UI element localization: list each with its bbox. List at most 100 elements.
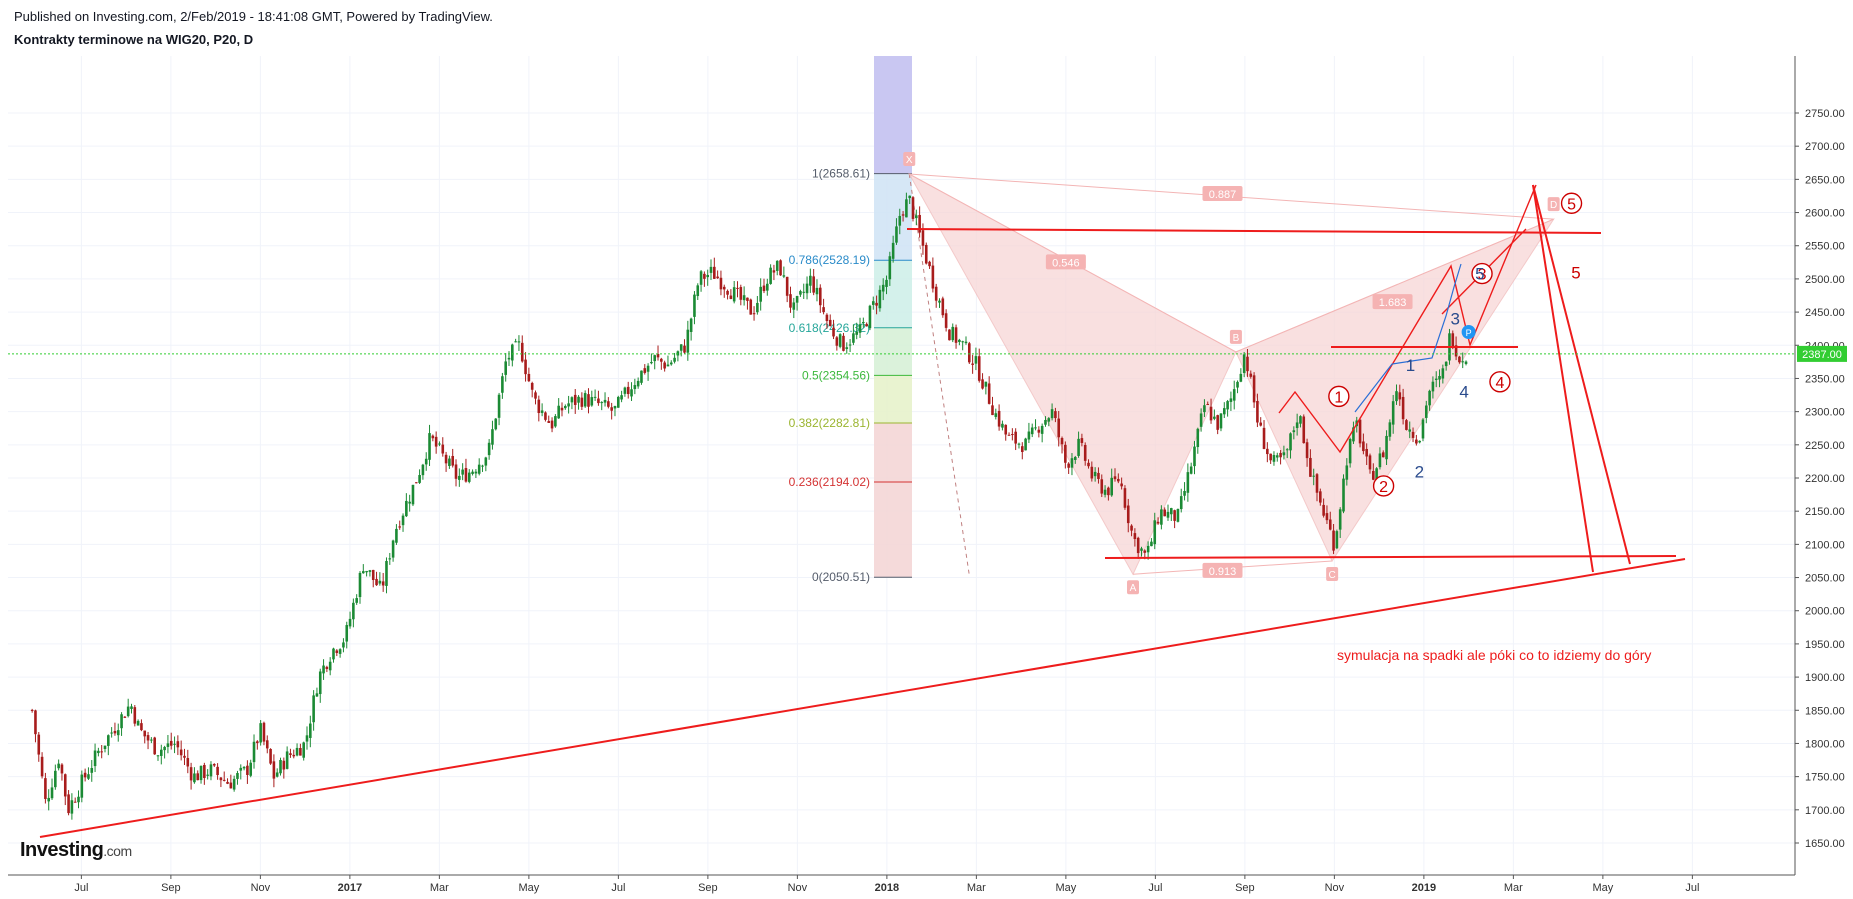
candle-body (1242, 354, 1246, 373)
candle-body (709, 266, 713, 273)
candle-body (921, 230, 925, 246)
candle-body (1418, 440, 1421, 443)
y-tick-label: 2600.00 (1805, 208, 1845, 220)
candle-body (140, 723, 143, 731)
candle-body (1451, 333, 1455, 347)
candle-body (1289, 433, 1292, 451)
candle-body (1189, 466, 1193, 474)
candle-body (275, 772, 279, 777)
candle-body (1216, 415, 1219, 430)
wave-label-red: 5 (1567, 196, 1576, 213)
candle-body (775, 260, 779, 271)
candle-body (878, 289, 882, 309)
x-tick-label: Nov (251, 882, 271, 894)
candle-body (527, 373, 531, 382)
candle-body (467, 472, 471, 482)
candle-body (256, 741, 259, 744)
candle-body (37, 734, 41, 755)
y-tick-label: 2050.00 (1805, 573, 1845, 585)
candle-body (50, 787, 54, 799)
candle-body (968, 343, 971, 363)
candle-body (358, 572, 362, 598)
harmonic-ratio-box (1202, 185, 1243, 201)
candle-body (451, 455, 455, 466)
candle-body (1020, 446, 1024, 452)
candle-body (236, 773, 239, 779)
candle-body (173, 743, 176, 745)
fib-retracement: 1(2658.61) 0.786(2528.19) 0.618(2426.32) 0.… (789, 56, 971, 584)
candle-body (494, 418, 498, 430)
y-tick-label: 2500.00 (1805, 274, 1845, 286)
y-tick-label: 2450.00 (1805, 307, 1845, 319)
candle-body (156, 755, 160, 757)
candle-body (895, 226, 898, 243)
candle-body (401, 515, 405, 526)
y-tick-label: 1850.00 (1805, 705, 1845, 717)
candle-body (454, 464, 458, 479)
candle-body (1037, 429, 1041, 433)
candle-body (828, 319, 832, 326)
candle-body (858, 324, 862, 333)
candle-body (938, 300, 941, 303)
harmonic-point-label: B (1233, 333, 1240, 344)
investing-logo: Investing.com (20, 839, 132, 862)
candle-body (206, 774, 209, 776)
candle-body (57, 763, 60, 769)
candle-body (299, 748, 302, 756)
candle-body (448, 458, 451, 466)
candle-body (587, 394, 590, 407)
candle-body (802, 291, 806, 293)
y-tick-label: 2300.00 (1805, 407, 1845, 419)
candle-body (590, 397, 594, 406)
x-tick-label: 2018 (875, 882, 899, 894)
candle-body (881, 284, 885, 292)
candle-body (481, 465, 484, 467)
candle-body (1160, 509, 1163, 525)
harmonic-point-box (1326, 566, 1339, 581)
candle-body (1219, 413, 1223, 429)
candle-body (348, 618, 352, 627)
candle-body (464, 468, 468, 482)
candle-body (722, 286, 726, 290)
candle-body (371, 569, 375, 580)
candle-body (408, 501, 411, 504)
candle-body (580, 397, 584, 407)
candle-body (302, 742, 305, 758)
candle-body (1325, 513, 1329, 521)
candle-body (1222, 408, 1226, 415)
candle-body (315, 693, 319, 697)
candle-body (1077, 438, 1080, 456)
candle-body (679, 344, 683, 351)
candle-body (1117, 478, 1120, 482)
candle-body (772, 270, 776, 273)
candle-body (537, 399, 541, 414)
candle-body (1083, 444, 1087, 461)
candle-body (1097, 472, 1100, 479)
harmonic-ratio-label: 0.546 (1052, 257, 1080, 269)
candle-body (1428, 390, 1431, 406)
candle-body (1126, 505, 1130, 524)
candle-body (30, 709, 34, 711)
candle-body (1411, 431, 1415, 438)
candle-body (335, 650, 339, 653)
wave-label-red: 2 (1379, 479, 1388, 496)
candle-body (1385, 435, 1388, 460)
candle-body (1345, 465, 1349, 480)
candle-body (805, 283, 809, 294)
candle-body (865, 324, 868, 327)
candle-body (911, 197, 915, 219)
candle-body (365, 570, 368, 573)
chart-title: Kontrakty terminowe na WIG20, P20, D (14, 32, 254, 47)
candle-body (517, 341, 521, 343)
candle-body (1057, 418, 1061, 438)
candle-body (143, 730, 147, 737)
candle-body (1315, 474, 1319, 493)
wave-label-blue: 2 (1415, 462, 1424, 481)
horizontal-resistance-line (906, 228, 1602, 234)
logo-main: Investing (20, 839, 104, 861)
candle-body (1143, 550, 1147, 553)
candle-body (1040, 425, 1044, 434)
x-tick-label: May (518, 882, 539, 894)
candle-body (1352, 427, 1355, 442)
